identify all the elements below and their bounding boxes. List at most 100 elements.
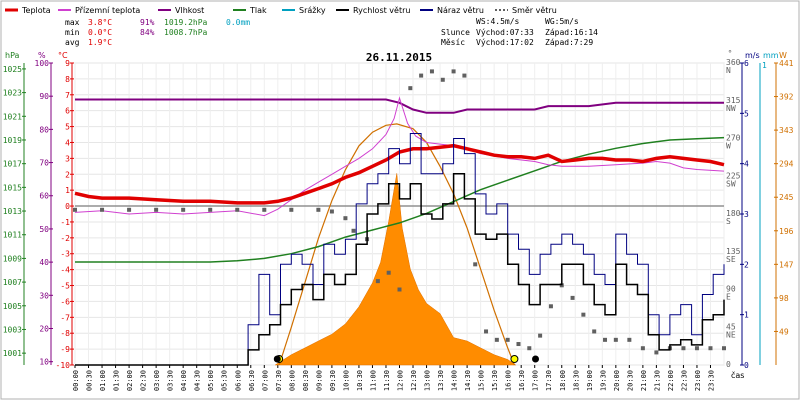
stats-min-temp: 0.0°C — [88, 28, 112, 37]
stats-block: max 3.8°C 91% 1019.2hPa 0.0mm min 0.0°C … — [65, 18, 250, 47]
tick-label-ms: 0 — [744, 361, 749, 370]
plot-layer — [73, 69, 726, 366]
tick-label-time: 09:00 — [315, 370, 323, 391]
tick-label-direction: 180 — [726, 209, 741, 218]
point-wind-direction — [603, 337, 608, 342]
series-pressure — [75, 136, 725, 263]
tick-label-ms: 2 — [744, 260, 749, 269]
point-wind-direction — [181, 207, 186, 212]
tick-label-wm2: 343 — [779, 126, 794, 135]
tick-label-time: 11:30 — [383, 370, 391, 391]
tick-label-celsius: 4 — [65, 138, 70, 147]
tick-label-direction: 0 — [726, 360, 731, 369]
tick-label-time: 10:30 — [356, 370, 364, 391]
point-wind-direction — [581, 312, 586, 317]
info-wind-gust: WG:5m/s — [545, 17, 579, 26]
tick-label-time: 23:00 — [694, 370, 702, 391]
tick-label-hpa: 1015 — [3, 183, 22, 192]
tick-label-celsius: 1 — [65, 186, 70, 195]
tick-label-percent: 90 — [39, 92, 49, 101]
point-wind-direction — [408, 86, 413, 91]
axis-unit-wm2: W — [779, 51, 787, 60]
point-wind-direction — [462, 73, 467, 78]
tick-label-time: 12:30 — [410, 370, 418, 391]
point-wind-direction — [527, 346, 532, 351]
tick-label-time: 07:00 — [261, 370, 269, 391]
stats-min-label: min — [65, 28, 80, 37]
tick-label-celsius: 9 — [65, 59, 70, 68]
point-wind-direction — [681, 346, 686, 351]
series-wind-speed — [75, 172, 725, 366]
tick-label-time: 00:00 — [72, 370, 80, 391]
sunset-marker — [510, 355, 519, 363]
tick-label-direction-compass: W — [726, 142, 731, 151]
legend: Teplota Přízemní teplota Vlhkost Tlak Sr… — [5, 6, 557, 15]
tick-label-direction-compass: E — [726, 293, 731, 302]
point-wind-direction — [440, 77, 445, 82]
tick-label-direction: 135 — [726, 247, 741, 256]
chart-title: 26.11.2015 — [366, 51, 432, 64]
tick-label-celsius: -10 — [56, 361, 71, 370]
tick-label-time: 04:00 — [180, 370, 188, 391]
tick-label-time: 06:30 — [248, 370, 256, 391]
tick-label-celsius: 0 — [65, 202, 70, 211]
tick-label-mm: 1 — [762, 61, 767, 70]
tick-label-time: 11:00 — [369, 370, 377, 391]
tick-label-celsius: 6 — [65, 107, 70, 116]
legend-label-teplota: Teplota — [21, 6, 51, 15]
tick-label-celsius: 3 — [65, 154, 70, 163]
point-wind-direction — [351, 228, 356, 233]
tick-label-hpa: 1007 — [3, 278, 22, 287]
point-wind-direction — [397, 287, 402, 292]
tick-label-time: 21:30 — [653, 370, 661, 391]
tick-label-time: 14:30 — [464, 370, 472, 391]
tick-label-time: 04:30 — [194, 370, 202, 391]
tick-label-percent: 60 — [39, 192, 49, 201]
tick-label-time: 12:00 — [397, 370, 405, 391]
tick-label-celsius: 2 — [65, 170, 70, 179]
legend-item-prizemni-teplota: Přízemní teplota — [58, 6, 140, 15]
series-humidity — [75, 98, 724, 114]
tick-label-percent: 100 — [35, 59, 50, 68]
tick-label-time: 13:00 — [424, 370, 432, 391]
axis-unit-time: čas — [731, 370, 744, 380]
tick-label-celsius: -7 — [60, 313, 70, 322]
axis-unit-degrees: ° — [728, 49, 732, 58]
point-wind-direction — [505, 337, 510, 342]
tick-label-time: 17:30 — [545, 370, 553, 391]
point-wind-direction — [100, 207, 105, 212]
point-wind-direction — [289, 207, 294, 212]
legend-item-rychlost-vetru: Rychlost větru — [336, 6, 410, 15]
tick-label-direction-compass: SW — [726, 179, 736, 188]
tick-label-hpa: 1001 — [3, 349, 22, 358]
tick-label-direction: 315 — [726, 96, 741, 105]
axis-unit-mm: mm — [763, 51, 779, 60]
axis-unit-percent: % — [38, 51, 46, 60]
info-moonset: Západ:7:29 — [545, 38, 593, 47]
tick-label-time: 05:00 — [207, 370, 215, 391]
tick-label-time: 13:30 — [437, 370, 445, 391]
tick-label-time: 18:30 — [572, 370, 580, 391]
tick-label-wm2: 441 — [779, 59, 794, 68]
tick-label-time: 16:30 — [518, 370, 526, 391]
tick-label-time: 05:30 — [221, 370, 229, 391]
legend-item-srazky: Srážky — [282, 6, 326, 15]
point-wind-direction — [708, 346, 713, 351]
info-sunrise: Východ:07:33 — [476, 28, 534, 37]
legend-label-prizemni-teplota: Přízemní teplota — [75, 6, 140, 15]
info-wind-speed: WS:4.5m/s — [476, 17, 520, 26]
point-wind-direction — [592, 329, 597, 334]
tick-label-time: 18:00 — [559, 370, 567, 391]
tick-label-time: 17:00 — [532, 370, 540, 391]
tick-label-percent: 30 — [39, 291, 49, 300]
point-wind-direction — [316, 207, 321, 212]
stats-max-rain: 0.0mm — [226, 18, 250, 27]
tick-label-percent: 80 — [39, 125, 49, 134]
legend-item-teplota: Teplota — [5, 6, 51, 15]
tick-label-percent: 50 — [39, 225, 49, 234]
tick-label-celsius: -5 — [60, 282, 70, 291]
tick-label-hpa: 1009 — [3, 254, 22, 263]
tick-label-time: 03:00 — [153, 370, 161, 391]
